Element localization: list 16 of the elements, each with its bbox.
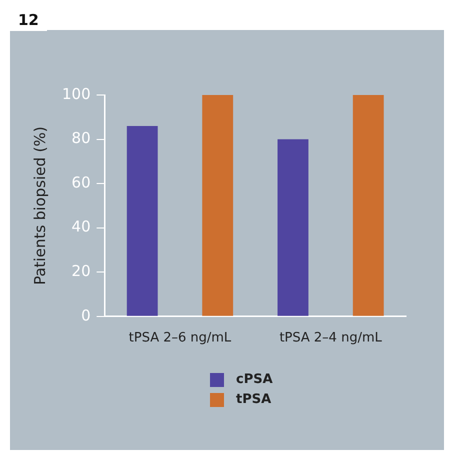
x-tick-label: tPSA 2–4 ng/mL (279, 330, 383, 346)
y-tick-label: 100 (62, 84, 91, 103)
y-axis-title: Patients biopsied (%) (30, 126, 49, 286)
y-tick-label: 60 (72, 173, 91, 192)
y-tick-label: 40 (72, 218, 91, 236)
y-tick-label: 0 (81, 306, 91, 324)
legend-label: tPSA (236, 392, 272, 407)
bar (278, 139, 308, 316)
bar (352, 95, 384, 316)
bar (202, 95, 234, 316)
text: 12 (10, 10, 47, 31)
y-tick-label: 20 (72, 262, 91, 280)
x-tick-label: tPSA 2–6 ng/mL (128, 330, 232, 346)
bar (126, 126, 158, 316)
legend-label: cPSA (236, 372, 273, 387)
y-tick-label: 80 (72, 129, 91, 148)
